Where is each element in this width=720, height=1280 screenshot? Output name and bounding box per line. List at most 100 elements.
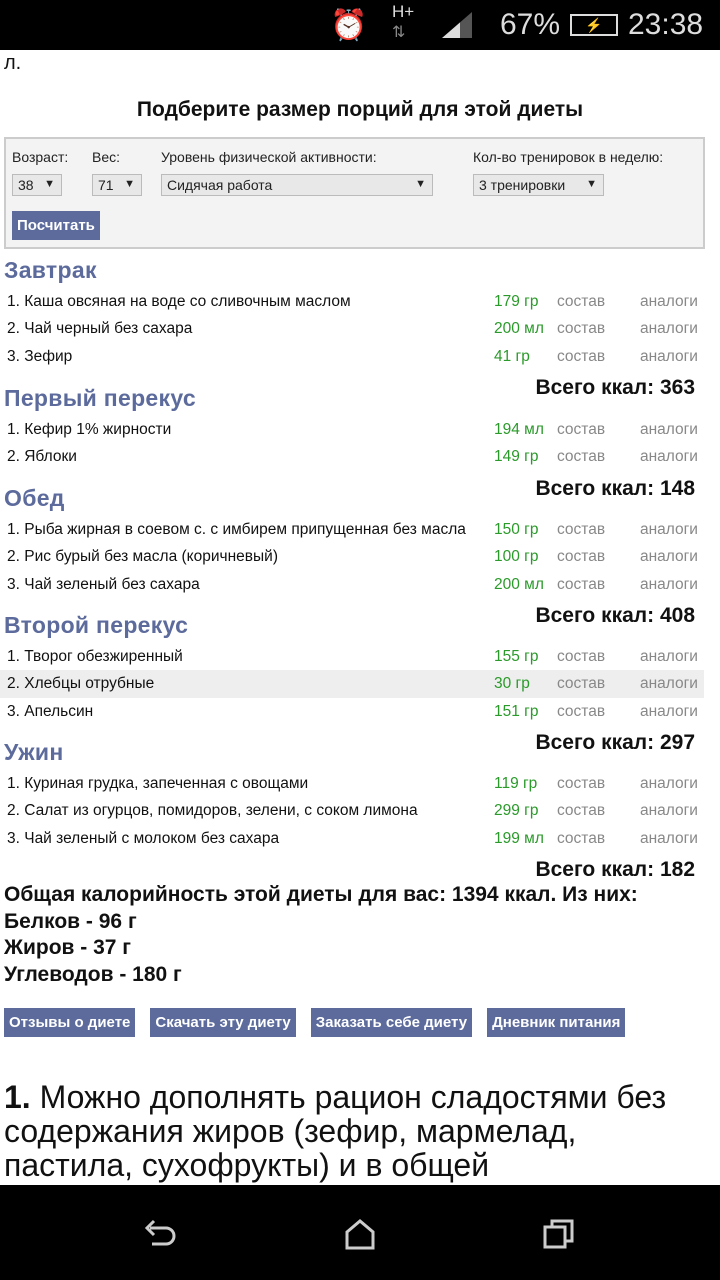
food-amount: 30 гр (494, 675, 530, 693)
food-name: 1. Каша овсяная на воде со сливочным мас… (7, 293, 351, 310)
meal-total: Всего ккал: 148 (535, 476, 695, 500)
meal-section: Первый перекус 1. Кефир 1% жирности 194 … (0, 384, 720, 501)
food-diary-button[interactable]: Дневник питания (487, 1008, 626, 1037)
composition-link[interactable]: состав (557, 802, 606, 820)
meal-total: Всего ккал: 182 (535, 857, 695, 881)
analogs-link[interactable]: аналоги (640, 548, 698, 566)
home-icon[interactable] (343, 1218, 377, 1250)
analogs-link[interactable]: аналоги (640, 648, 698, 665)
composition-link[interactable]: состав (557, 293, 606, 310)
meal-section: Обед 1. Рыба жирная в соевом с. с имбире… (0, 484, 720, 628)
meal-section: Ужин 1. Куриная грудка, запеченная с ово… (0, 738, 720, 882)
meal-title: Обед (4, 485, 65, 511)
food-amount: 200 мл (494, 575, 544, 593)
summary-fat: Жиров - 37 г (4, 936, 132, 960)
activity-select[interactable]: Сидячая работа ▼ (161, 174, 433, 196)
tip-number: 1. (4, 1079, 31, 1115)
food-name: 3. Апельсин (7, 702, 94, 720)
activity-value: Сидячая работа (167, 177, 273, 193)
trainings-select[interactable]: 3 тренировки ▼ (473, 174, 604, 196)
action-buttons: Отзывы о диете Скачать эту диету Заказат… (4, 1008, 626, 1037)
composition-link[interactable]: состав (557, 548, 606, 566)
back-icon[interactable] (142, 1218, 178, 1250)
food-row: 3. Зефир 41 гр состав аналоги (0, 343, 704, 370)
age-value: 38 (18, 177, 34, 193)
meal-title: Ужин (4, 739, 64, 765)
status-bar: ⏰ H+ ⇅ 67% ⚡ 23:38 (0, 0, 720, 50)
food-amount: 150 гр (494, 521, 539, 538)
composition-link[interactable]: состав (557, 521, 606, 538)
food-name: 2. Рис бурый без масла (коричневый) (7, 548, 278, 566)
composition-link[interactable]: состав (557, 448, 606, 466)
food-name: 3. Зефир (7, 347, 73, 365)
analogs-link[interactable]: аналоги (640, 521, 698, 538)
food-amount: 41 гр (494, 347, 530, 365)
diet-summary: Общая калорийность этой диеты для вас: 1… (4, 882, 638, 989)
food-name: 1. Кефир 1% жирности (7, 421, 172, 438)
food-row: 2. Яблоки 149 гр состав аналоги (0, 443, 704, 470)
analogs-link[interactable]: аналоги (640, 293, 698, 310)
signal-icon (442, 12, 472, 38)
page-title: Подберите размер порций для этой диеты (136, 98, 584, 121)
food-row: 2. Хлебцы отрубные 30 гр состав аналоги (0, 670, 704, 698)
analogs-link[interactable]: аналоги (640, 421, 698, 438)
food-row: 1. Творог обезжиренный 155 гр состав ана… (0, 643, 704, 670)
composition-link[interactable]: состав (557, 675, 606, 693)
composition-link[interactable]: состав (557, 829, 606, 847)
analogs-link[interactable]: аналоги (640, 575, 698, 593)
food-row: 1. Каша овсяная на воде со сливочным мас… (0, 288, 704, 315)
food-row: 3. Чай зеленый с молоком без сахара 199 … (0, 825, 704, 852)
food-name: 1. Творог обезжиренный (7, 648, 183, 665)
summary-carbs: Углеводов - 180 г (4, 963, 182, 987)
analogs-link[interactable]: аналоги (640, 448, 698, 466)
food-name: 1. Рыба жирная в соевом с. с имбирем при… (7, 521, 466, 538)
reviews-button[interactable]: Отзывы о диете (4, 1008, 136, 1037)
analogs-link[interactable]: аналоги (640, 775, 698, 792)
portion-form: Возраст: Вес: Уровень физической активно… (4, 137, 705, 249)
food-amount: 299 гр (494, 802, 539, 820)
data-arrows-icon: ⇅ (392, 24, 406, 41)
composition-link[interactable]: состав (557, 575, 606, 593)
chevron-down-icon: ▼ (415, 178, 426, 190)
calculate-button[interactable]: Посчитать (12, 211, 100, 240)
trainings-value: 3 тренировки (479, 177, 566, 193)
composition-link[interactable]: состав (557, 421, 606, 438)
battery-charging-icon: ⚡ (570, 14, 618, 36)
food-amount: 100 гр (494, 548, 539, 566)
download-diet-button[interactable]: Скачать эту диету (150, 1008, 296, 1037)
weight-select[interactable]: 71 ▼ (92, 174, 142, 196)
tip-paragraph: 1. Можно дополнять рацион сладостями без… (4, 1080, 714, 1182)
analogs-link[interactable]: аналоги (640, 802, 698, 820)
recent-apps-icon[interactable] (542, 1218, 576, 1250)
food-amount: 179 гр (494, 293, 539, 310)
composition-link[interactable]: состав (557, 702, 606, 720)
chevron-down-icon: ▼ (124, 178, 135, 190)
food-row: 3. Апельсин 151 гр состав аналоги (0, 698, 704, 725)
analogs-link[interactable]: аналоги (640, 702, 698, 720)
food-amount: 199 мл (494, 829, 544, 847)
composition-link[interactable]: состав (557, 775, 606, 792)
battery-percent: 67% (500, 8, 561, 41)
analogs-link[interactable]: аналоги (640, 675, 698, 693)
weight-label: Вес: (92, 149, 121, 165)
food-name: 2. Чай черный без сахара (7, 320, 193, 338)
meal-title: Второй перекус (4, 612, 189, 638)
composition-link[interactable]: состав (557, 648, 606, 665)
analogs-link[interactable]: аналоги (640, 320, 698, 338)
meal-total: Всего ккал: 297 (535, 730, 695, 754)
food-row: 2. Чай черный без сахара 200 мл состав а… (0, 315, 704, 342)
trainings-label: Кол-во тренировок в неделю: (473, 149, 664, 165)
navigation-bar (0, 1185, 720, 1280)
composition-link[interactable]: состав (557, 320, 606, 338)
age-select[interactable]: 38 ▼ (12, 174, 62, 196)
food-row: 2. Рис бурый без масла (коричневый) 100 … (0, 543, 704, 570)
analogs-link[interactable]: аналоги (640, 829, 698, 847)
food-row: 2. Салат из огурцов, помидоров, зелени, … (0, 797, 704, 824)
truncated-text: л. (4, 52, 22, 74)
food-row: 1. Куриная грудка, запеченная с овощами … (0, 770, 704, 797)
meal-section: Второй перекус 1. Творог обезжиренный 15… (0, 611, 720, 755)
composition-link[interactable]: состав (557, 347, 606, 365)
order-diet-button[interactable]: Заказать себе диету (310, 1008, 473, 1037)
tip-text: Можно дополнять рацион сладостями без со… (4, 1079, 667, 1183)
analogs-link[interactable]: аналоги (640, 347, 698, 365)
